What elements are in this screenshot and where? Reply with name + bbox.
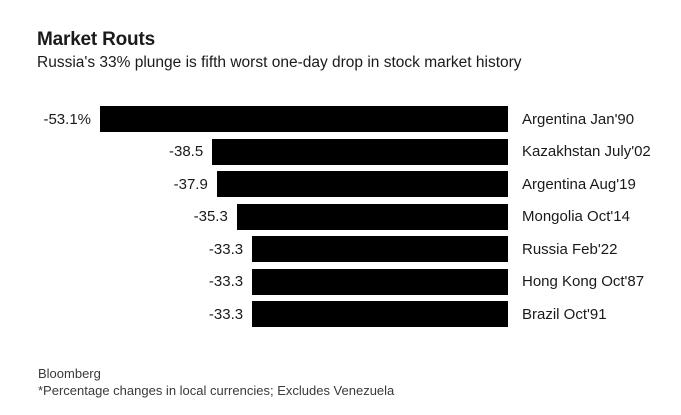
bar-value-label: -35.3	[193, 208, 228, 225]
bar-category-label: Brazil Oct'91	[522, 305, 607, 323]
bar-category-label: Argentina Aug'19	[522, 175, 636, 193]
bar-category-label: Kazakhstan July'02	[522, 143, 651, 160]
bar-row: -33.3 Russia Feb'22	[37, 236, 651, 262]
bar-zone: -33.3	[37, 301, 508, 327]
bar-row: -37.9 Argentina Aug'19	[37, 171, 651, 197]
bar	[252, 301, 508, 327]
bar-category-label: Argentina Jan'90	[522, 110, 635, 128]
bar-row: -33.3 Hong Kong Oct'87	[37, 268, 651, 295]
bar-row: -38.5 Kazakhstan July'02	[37, 138, 651, 165]
bar	[252, 268, 508, 295]
bar-zone: -33.3	[37, 268, 508, 295]
bar	[100, 106, 508, 132]
bar	[212, 138, 508, 165]
bar-value-label: -53.1%	[43, 110, 91, 128]
bar	[236, 203, 508, 230]
bar-value-label: -33.3	[208, 240, 244, 258]
bar-zone: -38.5	[37, 138, 508, 165]
chart-subtitle: Russia's 33% plunge is fifth worst one-d…	[37, 54, 522, 71]
source-label: Bloomberg	[38, 366, 101, 381]
bar	[216, 171, 508, 197]
bar	[252, 236, 508, 262]
bar-value-label: -37.9	[173, 175, 208, 193]
bar-zone: -33.3	[37, 236, 508, 262]
bar-category-label: Hong Kong Oct'87	[522, 273, 645, 290]
bar-row: -35.3 Mongolia Oct'14	[37, 203, 651, 230]
bar-category-label: Mongolia Oct'14	[522, 208, 630, 225]
bar-row: -53.1% Argentina Jan'90	[37, 106, 651, 132]
bar-zone: -37.9	[37, 171, 508, 197]
bar-chart: -53.1% Argentina Jan'90 -38.5 Kazakhstan Ju…	[37, 106, 651, 327]
bar-value-label: -38.5	[169, 143, 204, 160]
chart-footer: Bloomberg *Percentage changes in local c…	[38, 366, 394, 399]
chart-title: Market Routs	[37, 29, 155, 50]
bar-value-label: -33.3	[208, 273, 244, 290]
bar-zone: -53.1%	[37, 106, 508, 132]
bar-value-label: -33.3	[208, 305, 244, 323]
bar-zone: -35.3	[37, 203, 508, 230]
bar-row: -33.3 Brazil Oct'91	[37, 301, 651, 327]
bar-category-label: Russia Feb'22	[522, 240, 618, 258]
footnote: *Percentage changes in local currencies;…	[38, 382, 395, 398]
